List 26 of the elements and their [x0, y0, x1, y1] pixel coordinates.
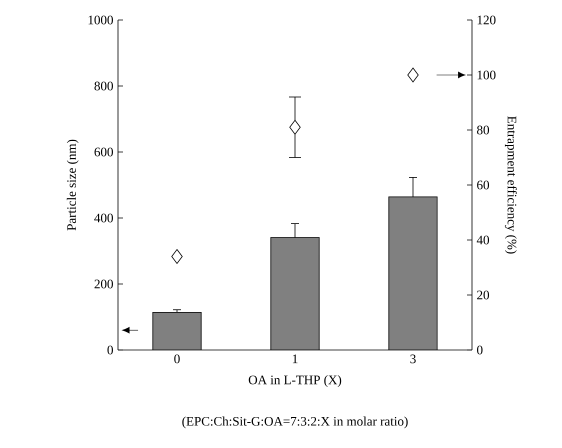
- y2-tick-label: 80: [477, 126, 490, 134]
- y-tick-label: 1000: [88, 16, 113, 24]
- text: (EPC:Ch:Sit-G:OA=7:3:2:X in molar ratio): [182, 416, 408, 428]
- y-tick-label: 800: [94, 82, 113, 90]
- y2-tick-label: 120: [478, 16, 496, 24]
- y-tick-label: 600: [94, 148, 113, 156]
- y2-axis-title: Entrapment efficiency (%): [504, 116, 517, 254]
- y2-tick-label: 60: [477, 180, 490, 190]
- y2-tick-label: 100: [478, 70, 496, 80]
- y2-tick-label: 40: [476, 236, 490, 244]
- point: [407, 68, 419, 82]
- x-tick-label: 0: [174, 354, 180, 364]
- x-tick-label: 3: [410, 354, 416, 364]
- x-axis-title: OA in L-THP (X): [248, 375, 342, 387]
- y-tick-label: 400: [94, 214, 113, 222]
- y-tick-label: 0: [107, 346, 113, 354]
- y2-tick-label: 20: [477, 290, 490, 300]
- bar: [270, 237, 320, 350]
- x-tick-label: 1: [292, 354, 298, 364]
- y-tick-label: 200: [94, 280, 113, 288]
- y-axis-title: Particle size (nm): [66, 140, 79, 230]
- bar: [388, 196, 438, 350]
- point: [171, 249, 183, 264]
- y2-tick-label: 0: [477, 346, 483, 354]
- point: [289, 120, 301, 135]
- bar: [152, 312, 202, 350]
